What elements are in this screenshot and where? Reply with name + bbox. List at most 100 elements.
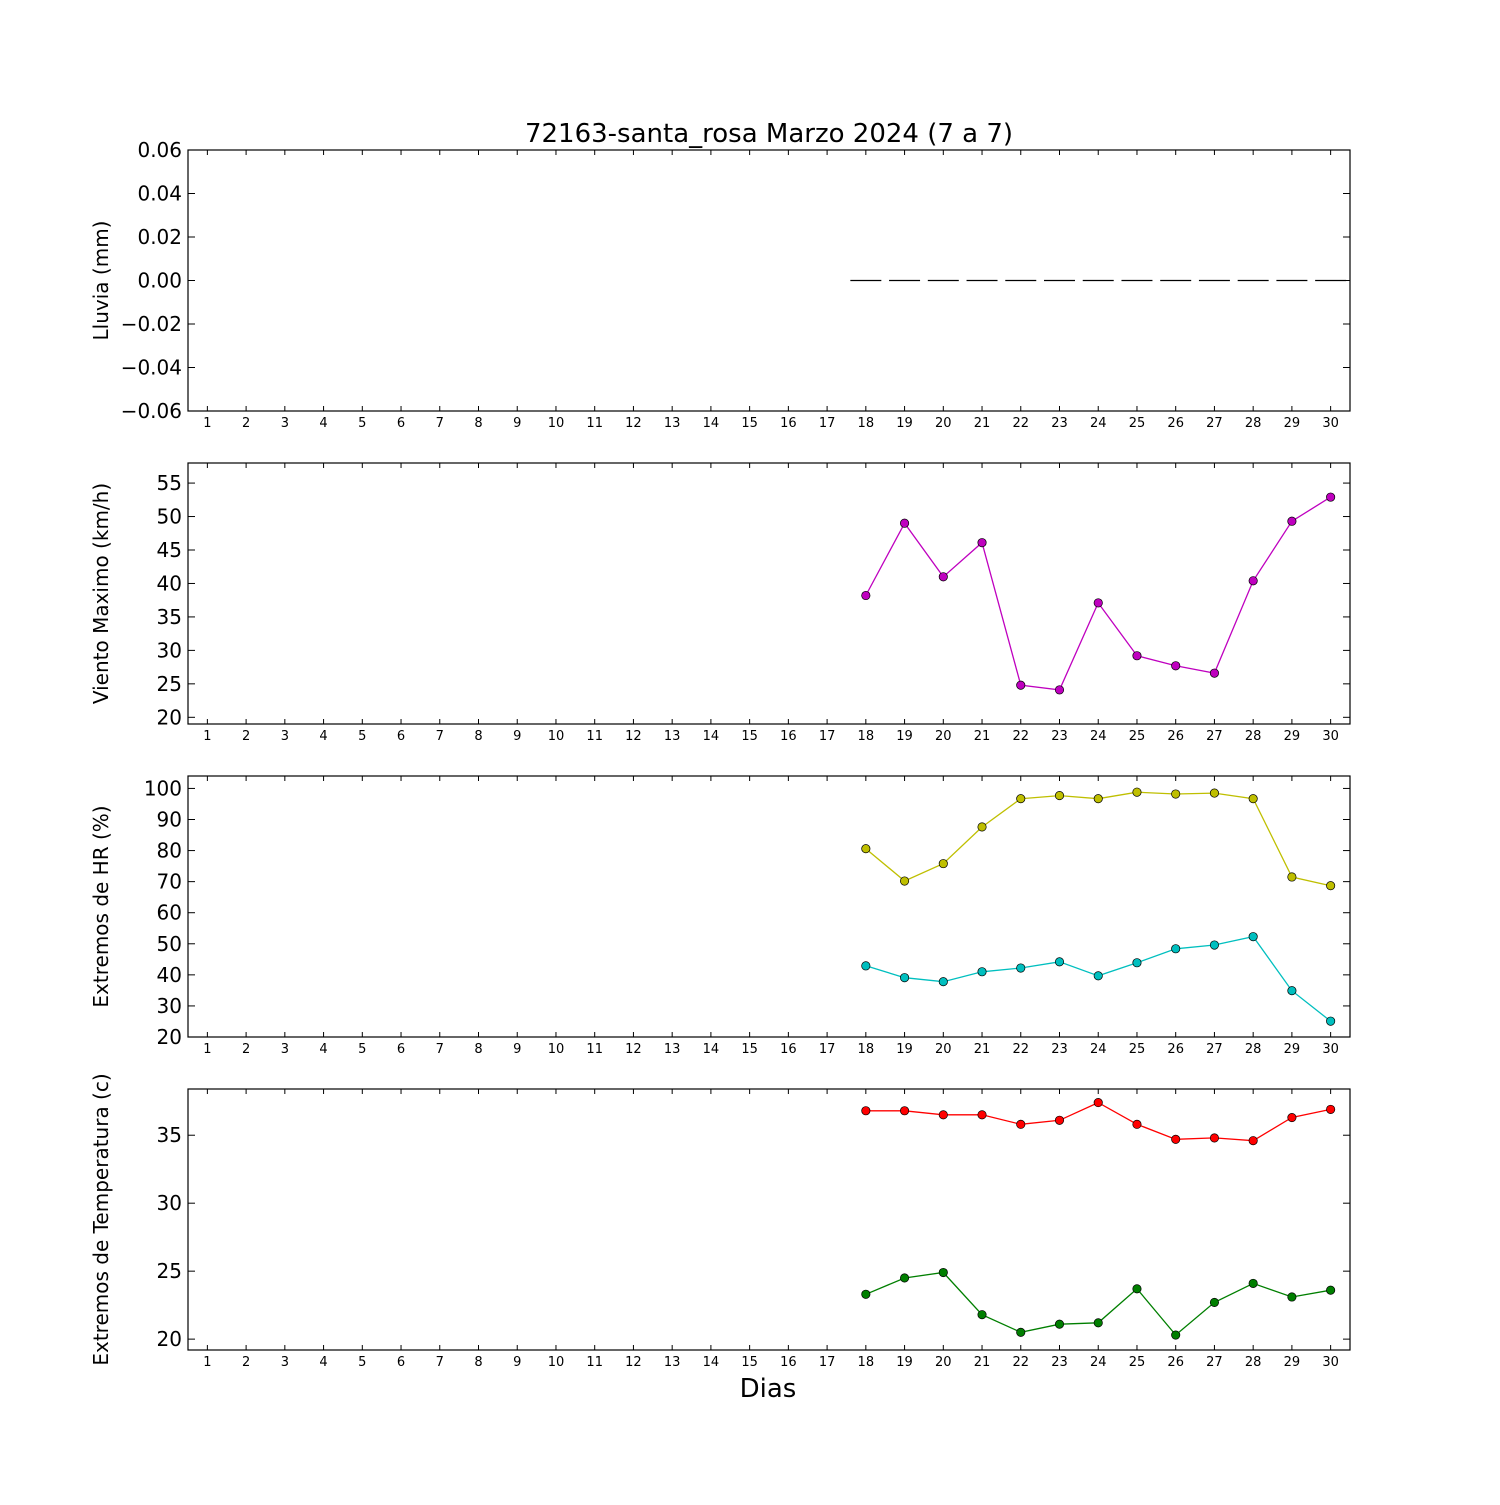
data-point [1054, 791, 1065, 801]
x-tick-label: 11 [586, 1355, 603, 1370]
x-tick-label: 28 [1245, 1042, 1262, 1057]
x-tick-label: 20 [935, 729, 952, 744]
x-tick-label: 22 [1012, 1042, 1029, 1057]
data-point [1016, 1119, 1026, 1129]
x-tick-label: 23 [1051, 1355, 1068, 1370]
y-tick-label: 25 [157, 672, 182, 696]
y-tick-label: −0.06 [121, 399, 182, 423]
y-tick-label: 20 [157, 1025, 182, 1049]
data-point [1248, 576, 1258, 586]
x-tick-label: 24 [1090, 729, 1107, 744]
data-point [1093, 971, 1103, 981]
y-tick-label: 25 [157, 1259, 182, 1283]
data-point [1287, 1292, 1297, 1302]
data-point [1326, 1285, 1336, 1295]
x-tick-label: 8 [474, 729, 482, 744]
x-tick-label: 10 [548, 729, 565, 744]
y-tick-label: 35 [157, 1123, 182, 1147]
x-tick-label: 19 [896, 729, 913, 744]
data-point [1287, 516, 1297, 526]
data-point [1093, 598, 1103, 608]
data-point [977, 822, 987, 832]
x-tick-label: 17 [819, 1355, 836, 1370]
x-tick-label: 2 [242, 1042, 250, 1057]
data-point [1248, 1136, 1258, 1146]
chart-panel-3: 1 2 3 4 5 6 7 8 9 10 11 12 13 14 15 16 17 18 19 20 21 22 23 24 2… [89, 775, 1351, 1057]
data-point [1054, 685, 1065, 695]
y-tick-label: 35 [157, 605, 182, 629]
data-point [1132, 787, 1142, 797]
y-axis-label: Extremos de HR (%) [89, 805, 113, 1007]
data-point [861, 1289, 871, 1299]
axes-frame [187, 462, 1351, 725]
x-tick-label: 5 [358, 1355, 366, 1370]
x-tick-label: 1 [203, 416, 211, 431]
data-point [861, 1106, 871, 1116]
x-tick-label: 19 [896, 1355, 913, 1370]
y-tick-label: 90 [157, 808, 182, 832]
x-tick-label: 27 [1206, 1355, 1223, 1370]
x-tick-label: 30 [1322, 416, 1339, 431]
y-tick-label: 40 [157, 571, 182, 595]
x-tick-label: 8 [474, 1355, 482, 1370]
data-point [1093, 1318, 1103, 1328]
data-point [977, 1310, 987, 1320]
x-tick-label: 28 [1245, 729, 1262, 744]
x-tick-label: 1 [203, 1355, 211, 1370]
data-point [900, 1106, 910, 1116]
x-tick-label: 5 [358, 1042, 366, 1057]
y-tick-label: 20 [157, 705, 182, 729]
x-tick-label: 10 [548, 1355, 565, 1370]
x-tick-label: 16 [780, 1042, 797, 1057]
chart-panel-2: 1 2 3 4 5 6 7 8 9 10 11 12 13 14 15 16 17 18 19 20 21 22 23 24 2… [89, 462, 1351, 744]
data-point [977, 967, 987, 977]
x-tick-label: 25 [1129, 416, 1146, 431]
x-tick-label: 3 [281, 1042, 289, 1057]
x-tick-label: 25 [1129, 1042, 1146, 1057]
data-point [861, 961, 871, 971]
data-point [1326, 881, 1336, 891]
y-tick-label: 30 [157, 638, 182, 662]
x-tick-label: 26 [1167, 729, 1184, 744]
y-axis-label: Viento Maximo (km/h) [89, 483, 113, 704]
data-point [1171, 661, 1181, 671]
x-tick-label: 4 [319, 1042, 327, 1057]
chart-title: 72163-santa_rosa Marzo 2024 (7 a 7) [525, 119, 1013, 149]
x-tick-label: 2 [242, 416, 250, 431]
x-tick-label: 12 [625, 1355, 642, 1370]
x-tick-label: 4 [319, 1355, 327, 1370]
data-point [1016, 680, 1026, 690]
x-tick-label: 14 [703, 729, 720, 744]
x-tick-label: 21 [974, 416, 991, 431]
y-tick-label: 0.06 [137, 138, 182, 162]
x-tick-label: 22 [1012, 416, 1029, 431]
x-tick-label: 29 [1284, 1042, 1301, 1057]
y-tick-label: 70 [157, 870, 182, 894]
y-tick-label: 55 [157, 471, 182, 495]
x-tick-label: 26 [1167, 1042, 1184, 1057]
x-tick-label: 15 [741, 1042, 758, 1057]
data-point [1132, 958, 1142, 968]
x-tick-label: 9 [513, 416, 521, 431]
x-tick-label: 28 [1245, 1355, 1262, 1370]
x-tick-label: 23 [1051, 416, 1068, 431]
x-tick-label: 29 [1284, 1355, 1301, 1370]
data-point [938, 977, 948, 987]
x-tick-label: 18 [858, 1042, 875, 1057]
x-tick-label: 12 [625, 1042, 642, 1057]
y-tick-label: 45 [157, 538, 182, 562]
x-tick-label: 4 [319, 416, 327, 431]
x-tick-label: 22 [1012, 1355, 1029, 1370]
x-tick-label: 17 [819, 729, 836, 744]
x-tick-label: 17 [819, 416, 836, 431]
y-tick-label: 30 [157, 1191, 182, 1215]
x-tick-label: 20 [935, 416, 952, 431]
x-tick-label: 9 [513, 729, 521, 744]
x-tick-label: 29 [1284, 416, 1301, 431]
y-axis-label: Lluvia (mm) [89, 221, 113, 341]
x-tick-label: 2 [242, 729, 250, 744]
chart-panel-4: 1 2 3 4 5 6 7 8 9 10 11 12 13 14 15 16 17 18 19 20 21 22 23 24 2… [89, 1073, 1351, 1370]
x-tick-label: 25 [1129, 1355, 1146, 1370]
data-point [1093, 1098, 1103, 1108]
x-tick-label: 7 [436, 416, 444, 431]
